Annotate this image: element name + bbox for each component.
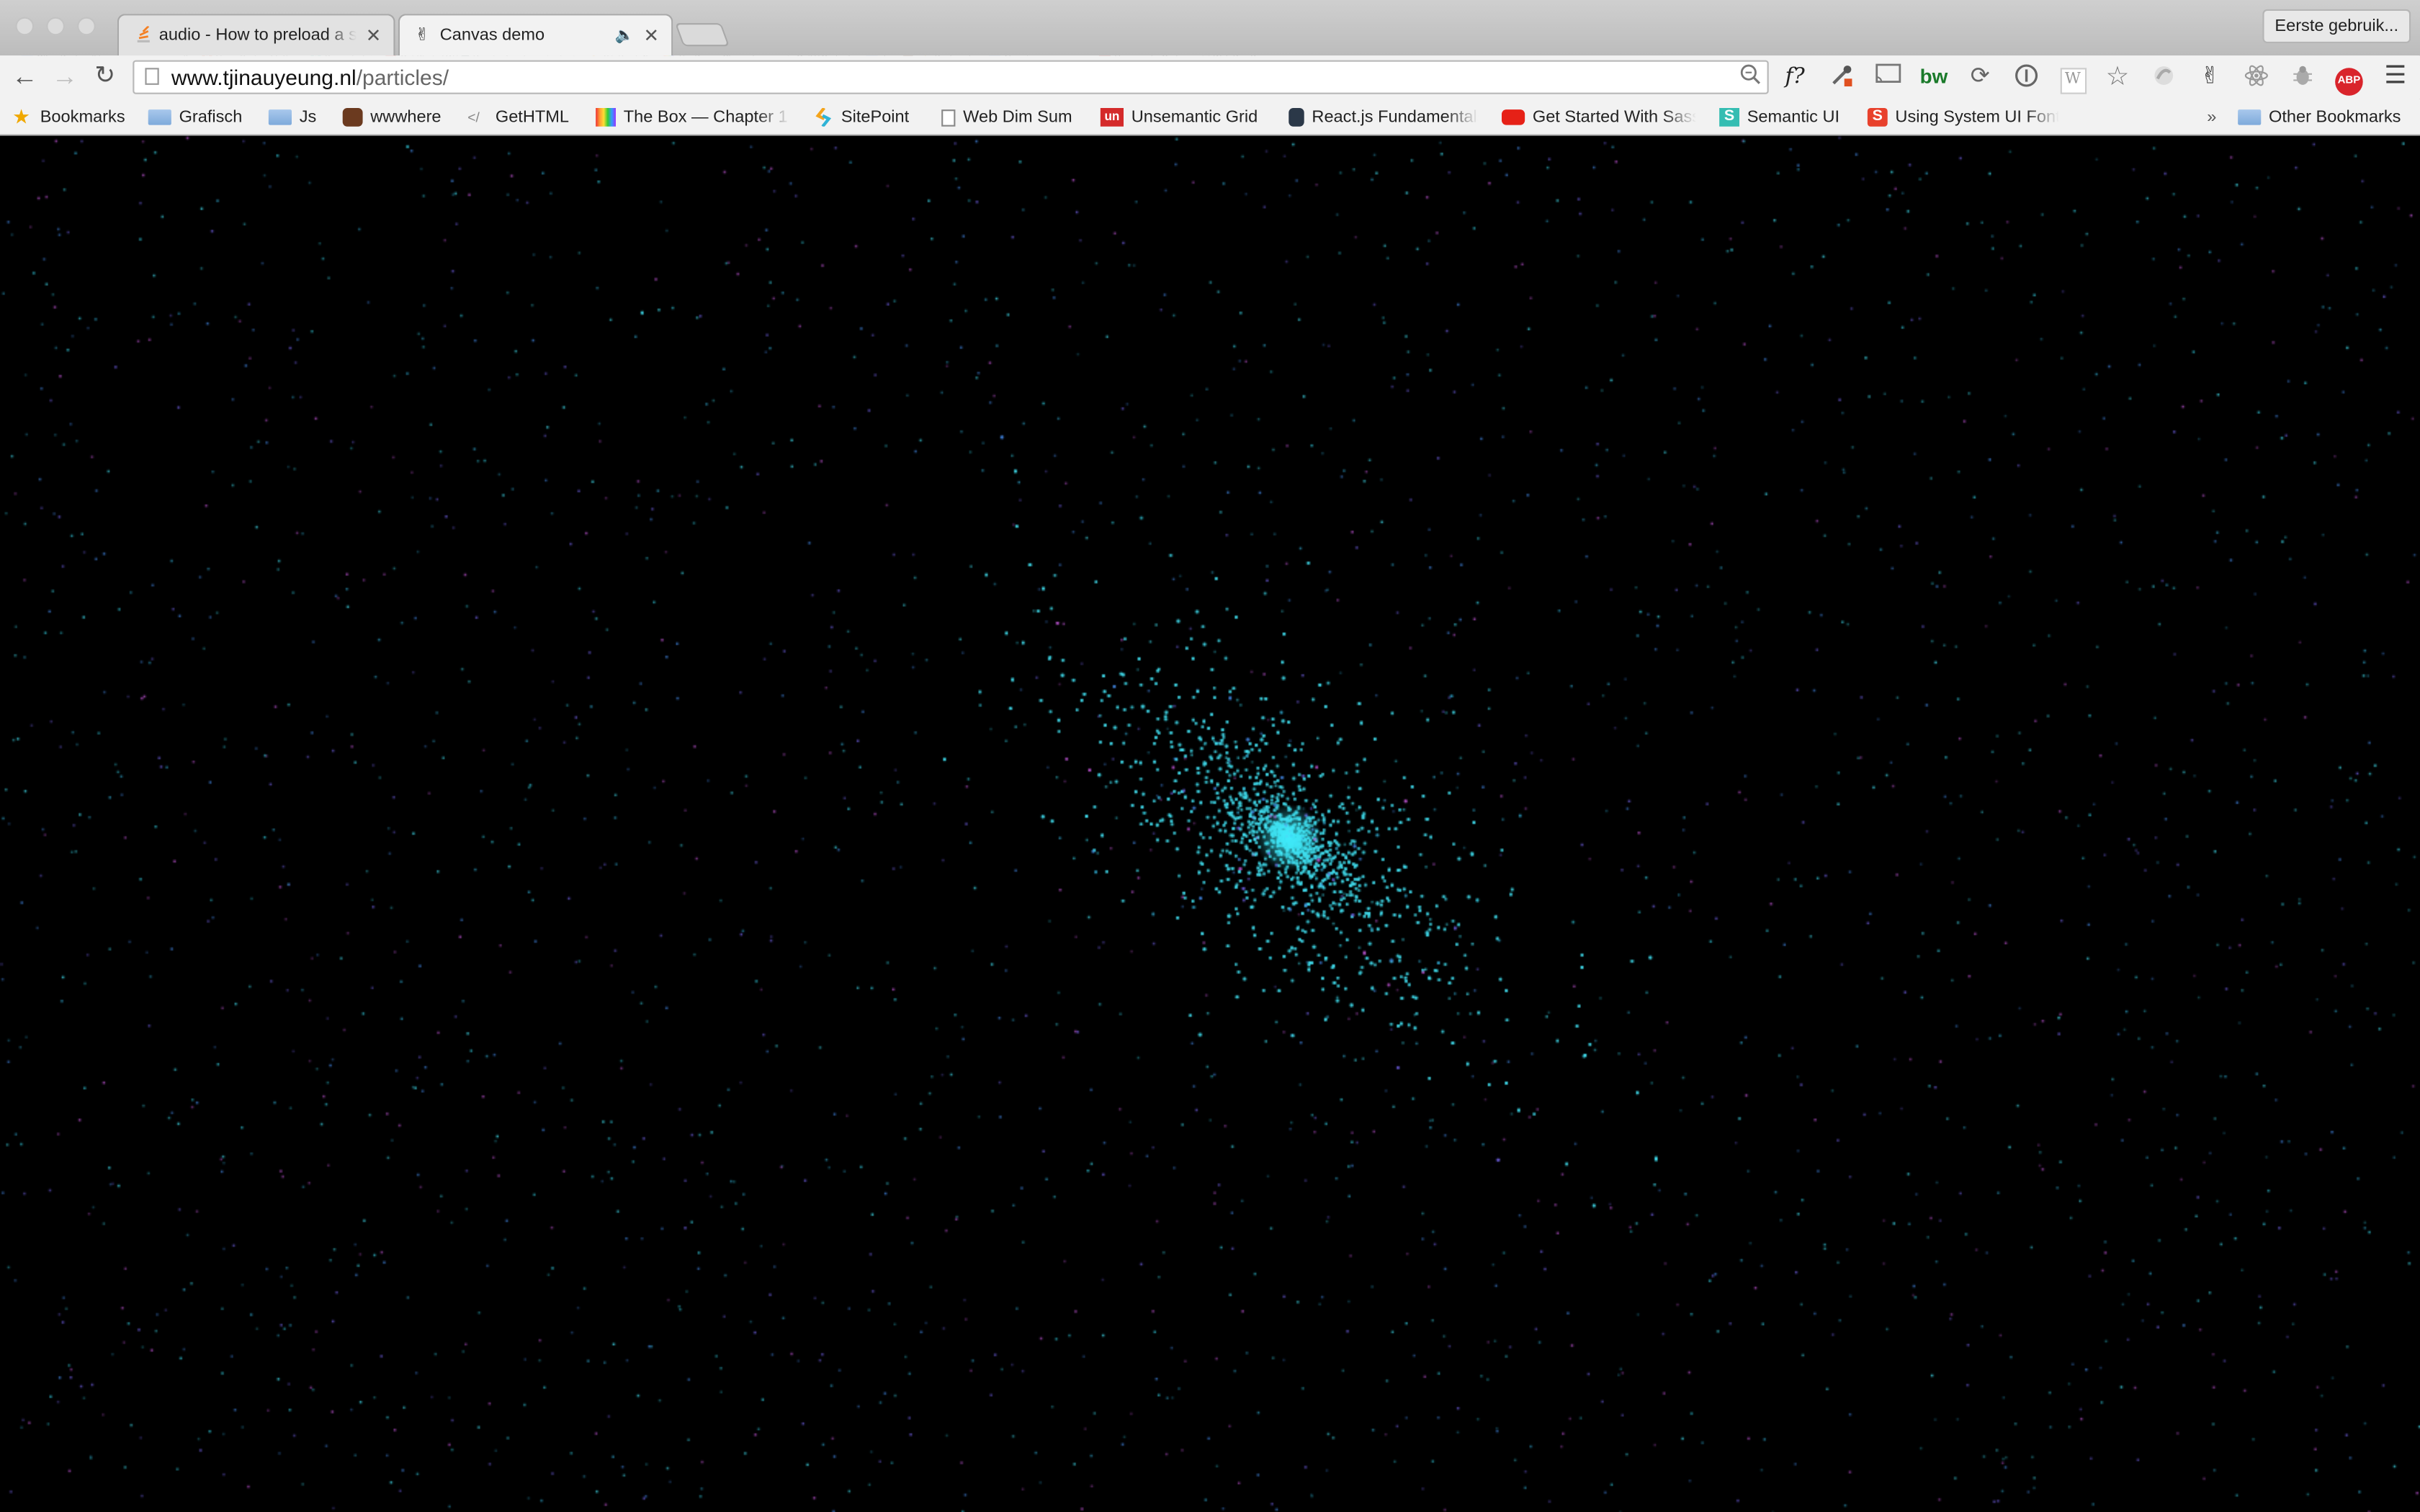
new-tab-button[interactable]: [675, 23, 730, 47]
close-tab-icon[interactable]: ✕: [643, 24, 659, 47]
menu-icon[interactable]: ☰: [2384, 63, 2407, 90]
bookmark-folder-grafisch[interactable]: Grafisch: [148, 105, 243, 130]
bookmark-label: wwwhere: [370, 108, 442, 127]
address-bar[interactable]: www.tjinauyeung.nl/particles/: [133, 60, 1769, 94]
back-arrow-icon[interactable]: ←: [12, 61, 38, 91]
bookmark-wwwhere[interactable]: wwwhere: [342, 105, 442, 130]
bookmark-unsemantic-grid[interactable]: un Unsemantic Grid: [1100, 105, 1258, 130]
sitepoint-icon: [813, 107, 833, 128]
bookmark-web-dim-sum[interactable]: Web Dim Sum: [941, 105, 1072, 130]
speaker-icon: 🔈: [614, 27, 635, 45]
minimize-window-button[interactable]: [46, 17, 65, 36]
tab-audio[interactable]: audio - How to preload a sound ✕: [117, 14, 395, 56]
cast-icon[interactable]: [1872, 63, 1903, 91]
bookmark-label: Using System UI Fonts: [1895, 108, 2059, 127]
profile-button[interactable]: Eerste gebruik...: [2262, 9, 2411, 43]
font-finder-icon[interactable]: f?: [1785, 65, 1805, 90]
reload-icon[interactable]: ↻: [94, 63, 116, 90]
folder-icon: [148, 109, 171, 125]
youtube-icon: [1502, 109, 1525, 125]
semantic-icon: S: [1719, 108, 1739, 127]
sync-icon[interactable]: ⟳: [1970, 63, 1990, 90]
bookmark-folder-js[interactable]: Js: [268, 105, 317, 130]
bookmarks-bar: ★ Bookmarks Grafisch Js wwwhere </ GetHT…: [0, 99, 2420, 136]
bookmark-label: Other Bookmarks: [2269, 108, 2401, 127]
rainbow-icon: [596, 108, 616, 127]
folder-icon: [2238, 109, 2262, 125]
bookmark-other-bookmarks[interactable]: Other Bookmarks: [2238, 105, 2401, 130]
bookmark-gethtml[interactable]: </ GetHTML: [467, 105, 569, 130]
page-icon: [145, 68, 159, 85]
egghead-icon: [1289, 108, 1304, 127]
peace-hand-icon[interactable]: ✌: [2200, 63, 2220, 90]
swirl-icon[interactable]: [2148, 63, 2179, 91]
bookmark-bookmarks[interactable]: ★ Bookmarks: [12, 105, 125, 130]
zoom-window-button[interactable]: [77, 17, 96, 36]
bookmark-label: The Box — Chapter 1: [623, 108, 788, 127]
url-host: www.tjinauyeung.nl: [171, 65, 357, 90]
bookmark-sitepoint[interactable]: SitePoint: [813, 105, 909, 130]
peace-hand-icon: ✌: [415, 26, 430, 45]
close-window-button[interactable]: [15, 17, 35, 36]
bookmark-label: Semantic UI: [1747, 108, 1840, 127]
wikipedia-label: W: [2059, 68, 2087, 94]
zoom-magnifier-icon[interactable]: [1739, 63, 1761, 94]
unsemantic-icon: un: [1100, 108, 1124, 127]
bookmark-system-ui-fonts[interactable]: S Using System UI Fonts: [1867, 105, 2059, 130]
adblock-plus-icon[interactable]: ABP: [2334, 63, 2365, 96]
bookmark-label: GetHTML: [495, 108, 570, 127]
bookmark-label: Unsemantic Grid: [1131, 108, 1258, 127]
close-tab-icon[interactable]: ✕: [365, 24, 382, 47]
folder-icon: [268, 109, 292, 125]
page-content: [0, 135, 2420, 1512]
bookmark-label: Grafisch: [179, 108, 243, 127]
tab-title: audio - How to preload a sound: [158, 26, 357, 45]
url-path: /particles/: [356, 65, 449, 90]
url-text[interactable]: www.tjinauyeung.nl/particles/: [171, 62, 449, 93]
bug-icon[interactable]: [2287, 63, 2318, 91]
eyedropper-icon[interactable]: [1826, 63, 1857, 91]
page-icon: [941, 109, 956, 126]
bookmarks-overflow-button[interactable]: »: [2207, 108, 2217, 127]
builtwith-icon[interactable]: bw: [1919, 65, 1948, 89]
particle-canvas[interactable]: [0, 135, 2420, 1512]
bookmark-label: Get Started With Sass: [1532, 108, 1696, 127]
react-devtools-icon[interactable]: [2241, 63, 2272, 91]
adblock-label: ABP: [2335, 68, 2363, 96]
stackoverflow-icon: [134, 25, 153, 45]
toolbar: ← → ↻ www.tjinauyeung.nl/particles/ f? b…: [0, 55, 2420, 99]
code-icon: </: [467, 109, 480, 125]
bookmark-sass[interactable]: Get Started With Sass: [1502, 105, 1696, 130]
title-bar: audio - How to preload a sound ✕ ✌ Canva…: [0, 0, 2420, 56]
bookmark-label: Web Dim Sum: [963, 108, 1072, 127]
bookmark-the-box[interactable]: The Box — Chapter 1: [596, 105, 790, 130]
bookmark-semantic-ui[interactable]: S Semantic UI: [1719, 105, 1839, 130]
bookmark-label: React.js Fundamentals: [1312, 108, 1479, 127]
owl-icon: [342, 108, 363, 127]
info-icon[interactable]: [2011, 63, 2042, 91]
smashing-icon: S: [1867, 108, 1888, 127]
bookmark-react-fundamentals[interactable]: React.js Fundamentals: [1289, 105, 1479, 130]
wikipedia-icon[interactable]: W: [2057, 63, 2088, 94]
bookmark-label: SitePoint: [841, 108, 910, 127]
bookmark-label: Js: [299, 108, 317, 127]
tab-canvas-demo[interactable]: ✌ Canvas demo 🔈 ✕: [398, 14, 673, 56]
tab-title: Canvas demo: [439, 26, 545, 45]
star-icon: ★: [12, 104, 31, 128]
forward-arrow-icon[interactable]: →: [51, 61, 79, 91]
star-icon[interactable]: ☆: [2105, 61, 2130, 91]
bookmark-label: Bookmarks: [40, 108, 125, 127]
